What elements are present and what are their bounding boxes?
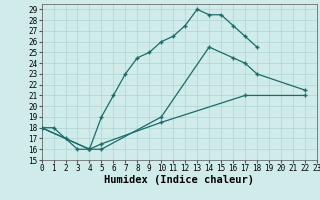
X-axis label: Humidex (Indice chaleur): Humidex (Indice chaleur) (104, 175, 254, 185)
